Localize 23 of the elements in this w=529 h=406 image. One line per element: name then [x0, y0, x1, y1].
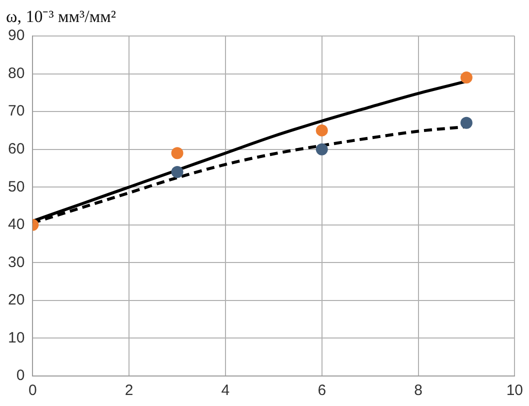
y-tick-label: 0 — [16, 367, 25, 384]
y-tick-label: 10 — [8, 329, 25, 346]
y-tick-label: 50 — [8, 178, 25, 196]
y-tick-label: 60 — [8, 140, 25, 158]
x-tick-label: 8 — [414, 382, 422, 400]
y-axis-title: ω, 10⁻³ мм³/мм² — [6, 6, 116, 27]
point — [171, 166, 184, 178]
point — [316, 143, 328, 156]
x-tick-label: 6 — [318, 382, 326, 400]
y-tick-label: 20 — [8, 292, 25, 309]
point — [316, 124, 328, 136]
x-tick-label: 10 — [506, 382, 523, 400]
x-tick-label: 0 — [28, 382, 37, 400]
y-tick-label: 70 — [8, 102, 25, 120]
point — [460, 116, 472, 129]
y-tick-label: 40 — [8, 216, 25, 234]
x-tick-label: 4 — [221, 382, 230, 400]
x-tick-label: 2 — [124, 382, 134, 400]
point — [460, 72, 472, 84]
y-tick-label: 80 — [8, 64, 25, 82]
point — [171, 147, 184, 160]
y-tick-label: 30 — [8, 254, 25, 271]
y-tick-label: 90 — [8, 27, 25, 44]
